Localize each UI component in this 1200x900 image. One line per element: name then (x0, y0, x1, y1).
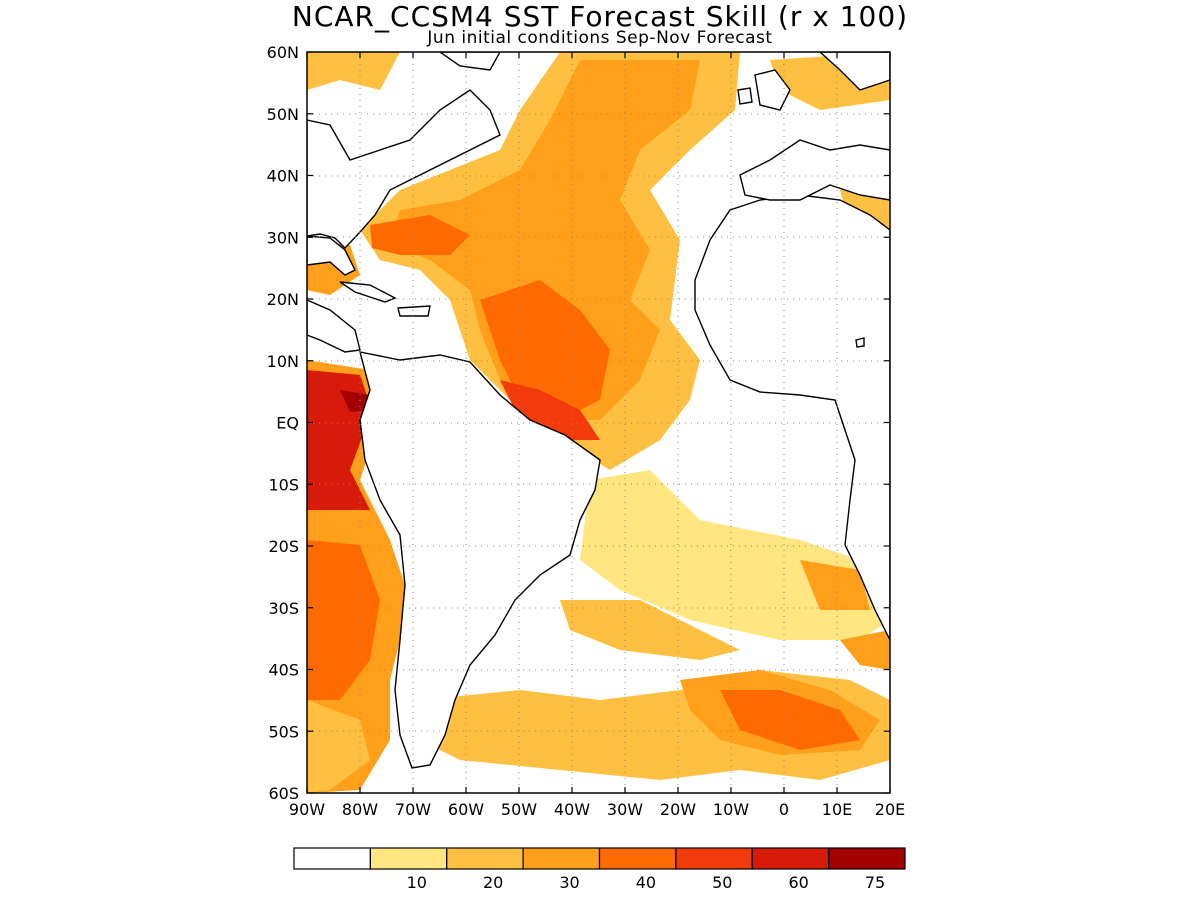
legend-swatch (675, 847, 753, 870)
legend-swatch (293, 847, 371, 870)
legend-label: 60 (788, 873, 808, 892)
legend-label: 75 (865, 873, 885, 892)
lat-label: 40S (268, 661, 299, 680)
lat-label: 50S (268, 722, 299, 741)
chart-subtitle: Jun initial conditions Sep-Nov Forecast (427, 28, 773, 48)
legend-swatch (598, 847, 677, 870)
skill-shading (307, 52, 890, 793)
lon-label: 10W (713, 800, 749, 819)
lat-label: 60S (268, 784, 299, 803)
lat-label: 30N (267, 228, 299, 247)
lon-label: 70W (395, 800, 431, 819)
lon-label: 0 (779, 800, 789, 819)
lon-label: 20W (660, 800, 696, 819)
lon-label: 50W (501, 800, 537, 819)
legend-swatch (751, 847, 830, 870)
legend-label: 30 (559, 873, 579, 892)
lat-label: 10S (268, 475, 299, 494)
legend-label: 20 (483, 873, 503, 892)
legend-label: 50 (712, 873, 732, 892)
color-legend: 10 20 30 40 50 60 75 (293, 847, 906, 892)
legend-label: 40 (636, 873, 656, 892)
chart-title: NCAR_CCSM4 SST Forecast Skill (r x 100) (291, 0, 909, 33)
coastlines (307, 52, 890, 769)
lon-label: 20E (875, 800, 905, 819)
legend-swatch (828, 847, 906, 870)
lon-label: 80W (342, 800, 378, 819)
latitude-labels: 60N 50N 40N 30N 20N 10N EQ 10S 20S 30S 40S 50S 60S (267, 43, 299, 803)
axis-ticks (306, 51, 891, 794)
lon-label: 10E (822, 800, 852, 819)
lat-label: 50N (267, 105, 299, 124)
lat-label: 10N (267, 352, 299, 371)
legend-label: 10 (407, 873, 427, 892)
legend-swatch (446, 847, 524, 870)
legend-swatch (369, 847, 448, 870)
lat-label: 20N (267, 290, 299, 309)
lon-label: 30W (607, 800, 643, 819)
lat-label: EQ (276, 414, 299, 433)
lat-label: 60N (267, 43, 299, 62)
lat-label: 40N (267, 167, 299, 186)
lat-label: 30S (268, 599, 299, 618)
lon-label: 40W (554, 800, 590, 819)
lon-label: 60W (448, 800, 484, 819)
legend-swatch (522, 847, 601, 870)
longitude-labels: 90W 80W 70W 60W 50W 40W 30W 20W 10W 0 10E 20E (289, 800, 905, 819)
lon-label: 90W (289, 800, 325, 819)
lat-label: 20S (268, 537, 299, 556)
